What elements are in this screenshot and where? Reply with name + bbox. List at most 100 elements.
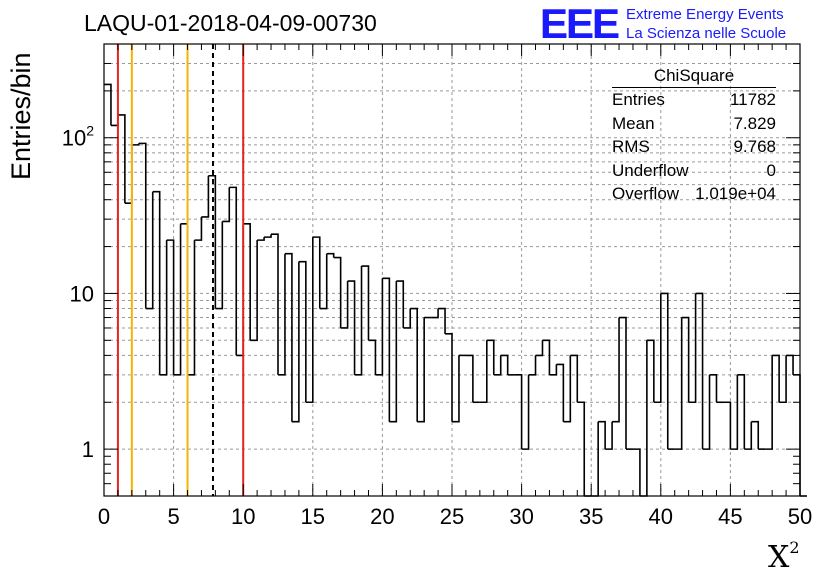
stats-value: 9.768 [733, 137, 776, 156]
histogram-bin [514, 374, 523, 450]
histogram-bin [674, 317, 683, 450]
histogram-bin [556, 363, 565, 422]
logo-mark: EEE [540, 0, 620, 47]
histogram-bin [772, 354, 780, 403]
histogram-bin [138, 142, 147, 309]
logo-line-1: Extreme Energy Events [626, 6, 784, 23]
histogram-bin [117, 114, 126, 204]
histogram-bin [591, 421, 599, 497]
histogram-bin [166, 239, 175, 375]
stats-value: 0 [766, 160, 776, 180]
histogram-bin [333, 256, 342, 328]
histogram-bin [486, 339, 495, 375]
histogram-bin [250, 240, 258, 342]
histogram-bin [131, 143, 140, 146]
histogram-bin [340, 281, 349, 329]
histogram-bin [312, 236, 321, 309]
histogram-bin [215, 221, 224, 310]
histogram-bin [257, 237, 265, 241]
y-tick-label: 102 [62, 123, 94, 151]
stats-label: Entries [612, 90, 665, 109]
histogram-bin [410, 307, 418, 422]
x-axis-label: X2 [768, 538, 800, 575]
histogram-bin [793, 374, 801, 496]
histogram-bin [208, 174, 217, 309]
histogram-bin [236, 223, 244, 357]
histogram-bin [347, 280, 356, 375]
histogram-bin [152, 190, 161, 375]
histogram-bin [479, 340, 488, 404]
stats-row: RMS 9.768 [612, 135, 776, 159]
histogram-bin [681, 316, 690, 403]
x-tick-label: 40 [649, 504, 673, 529]
x-tick-label: 25 [440, 504, 464, 529]
histogram-bin [326, 252, 335, 258]
stats-row: Mean 7.829 [612, 112, 776, 136]
stats-value: 11782 [729, 90, 776, 109]
histogram-bin [500, 354, 509, 375]
histogram-bin [104, 83, 112, 126]
histogram-bin [382, 277, 391, 422]
x-tick-label: 0 [98, 504, 110, 529]
histogram-bin [577, 401, 586, 496]
stats-value: 1.019e+04 [695, 184, 776, 203]
histogram-bin [521, 374, 530, 450]
x-tick-label: 10 [231, 504, 255, 529]
histogram-bin [786, 354, 794, 375]
histogram-bin [417, 317, 425, 423]
stats-title: ChiSquare [612, 66, 776, 88]
histogram-bin [298, 260, 307, 403]
histogram-bars [104, 83, 807, 497]
histogram-bin [632, 448, 641, 496]
grid-lines [104, 44, 800, 496]
histogram-bin [653, 293, 662, 404]
histogram-bin [660, 292, 669, 450]
logo-text: Extreme Energy Events La Scienza nelle S… [626, 2, 786, 43]
y-tick-labels: 1 10 102 [62, 123, 94, 462]
histogram-bin [779, 355, 787, 404]
stats-label: Underflow [612, 160, 689, 180]
histogram-bin [765, 355, 773, 450]
stats-row: Underflow 0 [612, 159, 776, 183]
reference-lines [116, 44, 245, 496]
histogram-bin [229, 186, 238, 356]
histogram-bin [264, 234, 272, 238]
histogram-bin [396, 280, 405, 328]
histogram-bin [465, 354, 474, 403]
y-tick-label: 1 [82, 437, 94, 462]
stats-label: Mean [612, 113, 655, 133]
histogram-bin [305, 237, 314, 404]
histogram-bin [452, 355, 460, 423]
histogram-bin [709, 374, 718, 403]
histogram-bin [493, 355, 502, 376]
stats-box: ChiSquare Entries 11782 Mean 7.829 RMS 9.76… [612, 66, 776, 206]
histogram-bin [639, 340, 648, 497]
x-tick-label: 30 [509, 504, 533, 529]
histogram-bin [187, 240, 196, 376]
stats-row: Overflow 1.019e+04 [612, 182, 776, 206]
axes [103, 43, 801, 497]
histogram-bin [730, 374, 739, 450]
histogram-bin [688, 293, 697, 404]
histogram-bin [646, 339, 655, 403]
x-tick-label: 20 [370, 504, 394, 529]
histogram-bin [319, 253, 328, 310]
histogram-bin [291, 261, 300, 423]
histogram-bin [354, 266, 363, 376]
stats-label: RMS [612, 137, 650, 156]
histogram-bin [605, 421, 613, 450]
histogram-bin [284, 252, 293, 422]
histogram-bin [695, 292, 704, 450]
x-tick-label: 45 [718, 504, 742, 529]
histogram-bin [542, 339, 551, 375]
histogram-bin [368, 339, 377, 375]
histogram-bin [737, 374, 746, 450]
histogram-bin [361, 265, 370, 341]
histogram-bin [375, 278, 384, 376]
histogram-bin [549, 364, 558, 376]
y-axis-label: Entries/bin [6, 52, 36, 180]
histogram-bin [389, 281, 398, 423]
histogram-bin [243, 223, 251, 341]
histogram-bin [744, 421, 753, 450]
